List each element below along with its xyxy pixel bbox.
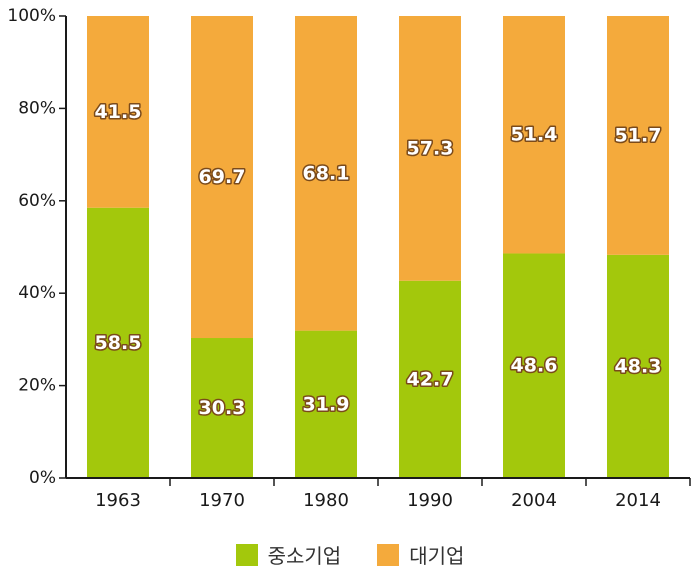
value-label-sme-2004: 48.6 bbox=[511, 355, 558, 377]
legend-swatch-large bbox=[377, 543, 400, 566]
y-tick-label-5: 100% bbox=[7, 6, 56, 26]
bar-sme-1980 bbox=[295, 330, 357, 478]
value-label-large-1970: 69.7 bbox=[199, 166, 246, 188]
bar-large-2014 bbox=[607, 16, 669, 255]
value-label-large-1963: 41.5 bbox=[95, 101, 142, 123]
y-ticks-group: 0% 20% 40% 60% 80% 100% bbox=[7, 6, 66, 488]
value-label-sme-1970: 30.3 bbox=[199, 397, 246, 419]
x-ticks-group: 1963 1970 1980 1990 2004 2014 bbox=[95, 478, 691, 511]
legend-label-large: 대기업 bbox=[409, 544, 465, 568]
value-label-large-2004: 51.4 bbox=[511, 124, 558, 146]
bar-sme-1990 bbox=[399, 280, 461, 478]
bar-sme-2014 bbox=[607, 254, 669, 478]
x-tick-label-1990: 1990 bbox=[407, 490, 453, 511]
y-tick-label-2: 40% bbox=[18, 283, 56, 303]
value-labels-group: 58.5 41.5 30.3 69.7 31.9 68.1 42.7 57.3 48.6 51.4… bbox=[93, 99, 663, 420]
value-label-large-2014: 51.7 bbox=[615, 124, 662, 146]
bar-sme-1970 bbox=[191, 338, 253, 478]
bar-large-1970 bbox=[191, 16, 253, 339]
x-tick-label-1980: 1980 bbox=[303, 490, 349, 511]
value-label-sme-1990: 42.7 bbox=[407, 368, 454, 390]
legend-item-large: 대기업 bbox=[377, 540, 464, 569]
value-label-large-1980: 68.1 bbox=[303, 162, 350, 184]
bar-large-1963 bbox=[87, 16, 149, 208]
legend-swatch-sme bbox=[235, 543, 258, 566]
value-label-large-1990: 57.3 bbox=[407, 137, 454, 159]
bars-group bbox=[87, 16, 669, 479]
x-tick-label-2014: 2014 bbox=[615, 490, 661, 511]
value-label-sme-1963: 58.5 bbox=[95, 332, 142, 354]
value-label-sme-2014: 48.3 bbox=[615, 355, 662, 377]
legend-label-sme: 중소기업 bbox=[267, 544, 342, 568]
bar-large-1980 bbox=[295, 16, 357, 331]
y-tick-label-1: 20% bbox=[18, 376, 56, 396]
x-tick-label-1963: 1963 bbox=[95, 490, 141, 511]
value-label-sme-1980: 31.9 bbox=[303, 393, 350, 415]
y-tick-label-3: 60% bbox=[18, 191, 56, 211]
stacked-bar-chart: 58.5 41.5 30.3 69.7 31.9 68.1 42.7 57.3 48.6 51.4… bbox=[7, 6, 691, 511]
y-tick-label-0: 0% bbox=[29, 468, 56, 488]
x-tick-label-1970: 1970 bbox=[199, 490, 245, 511]
bar-sme-2004 bbox=[503, 253, 565, 478]
bar-large-1990 bbox=[399, 16, 461, 281]
bar-sme-1963 bbox=[87, 207, 149, 479]
legend: 중소기업 대기업 bbox=[0, 540, 700, 569]
x-tick-label-2004: 2004 bbox=[511, 490, 557, 511]
bar-large-2004 bbox=[503, 16, 565, 254]
legend-item-sme: 중소기업 bbox=[235, 540, 342, 569]
y-tick-label-4: 80% bbox=[18, 98, 56, 118]
